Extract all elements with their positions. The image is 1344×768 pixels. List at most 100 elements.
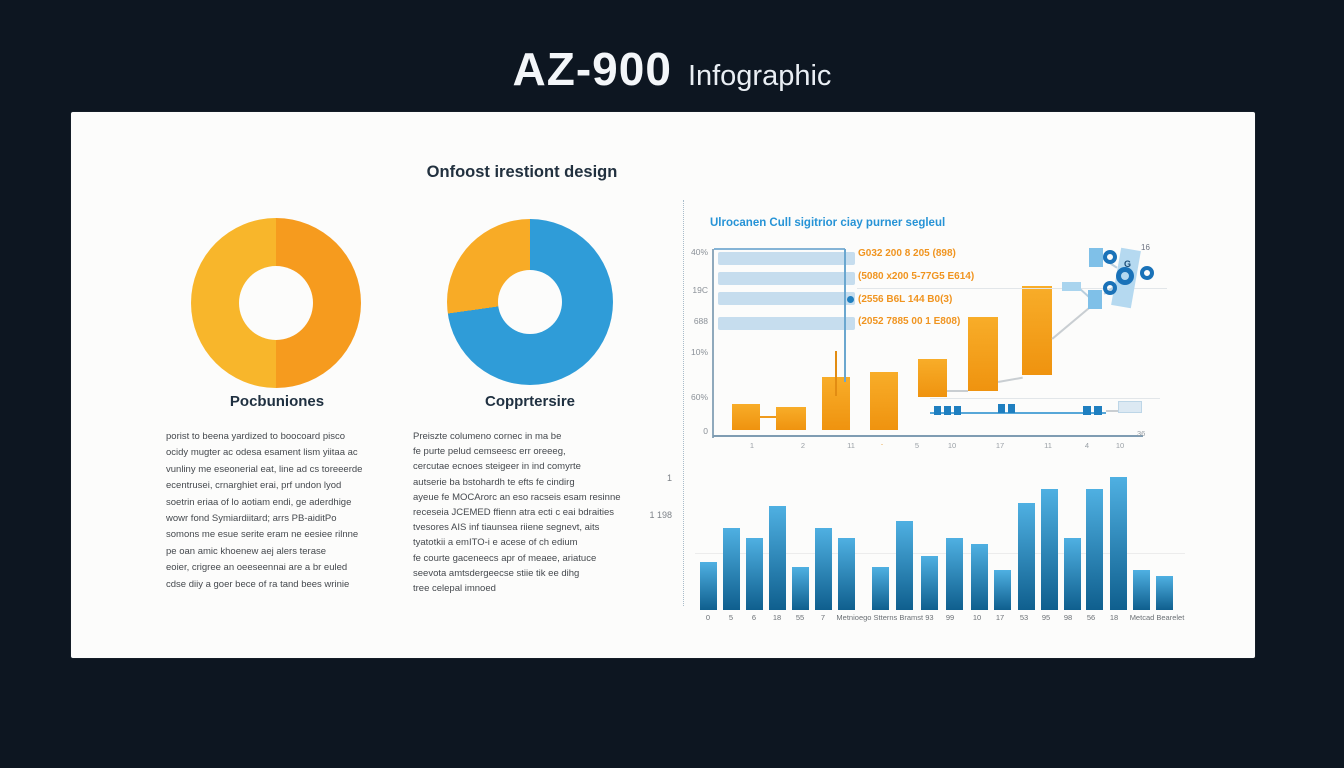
bottom-bar-15 [1041,489,1058,610]
paragraph-line: somons me esue serite eram ne eesiee ril… [166,529,359,541]
wf-axis-end-label: 36 [1137,429,1146,438]
wf-y-tick: 10% [690,347,708,357]
bottom-bar-19 [1133,570,1150,610]
wf-y-tick: 19C [692,285,708,295]
body-text-left: porist to beena yardized to boocoard pis… [166,429,400,593]
legend-stripe-1 [718,272,855,285]
wf-y-tick: 0 [703,426,708,436]
square-marker-0 [934,406,941,415]
wf-x-tick: 10 [947,441,957,450]
y-axis-top-chart [712,249,714,438]
bottom-bar-4 [769,506,786,610]
dotted-separator [683,200,684,606]
legend-box-right [844,249,846,382]
bottom-gridline [695,553,1185,554]
donut-chart-blue-orange [447,219,613,385]
bottom-bar-12 [971,544,988,610]
paragraph-line: cdse diiy a goer bece of ra tand bees wr… [166,578,350,590]
bottom-x-tick: 0 [705,613,711,622]
square-marker-7 [1118,401,1142,413]
wf-x-tick: 11 [1044,441,1052,450]
wf-x-tick: 2 [800,441,806,450]
page-title-suffix: Infographic [687,60,832,92]
bottom-x-tick: 6 [751,613,757,622]
bottom-bar-17 [1086,489,1103,610]
bottom-y-tick: 1 198 [649,510,672,520]
bottom-x-tick: Metnioego Stterns Bramst 93 [836,613,934,622]
wf-x-tick: 5 [914,441,920,450]
bottom-x-tick: 98 [1063,613,1073,622]
paragraph-line: autserie ba bstohardh te efts fe cindirg [413,476,575,488]
x-axis-top-chart [713,435,1143,437]
wf-y-tick: 40% [690,247,708,257]
square-marker-5 [1083,406,1091,415]
ring-marker-1 [1116,267,1134,285]
card-subtitle: Onfoost irestiont design [426,163,618,181]
bottom-bar-6 [815,528,832,610]
donut-label-left: Pocbuniones [229,393,325,410]
paragraph-line: cercutae ecnoes steigeer in ind comyrte [413,461,581,473]
bottom-bar-5 [792,567,809,610]
ring-marker-2 [1140,266,1154,280]
bottom-bar-18 [1110,477,1127,610]
waterfall-bar-5 [918,359,947,397]
square-marker-3 [998,404,1005,413]
square-marker-4 [1008,404,1015,413]
paragraph-line: eoier, crigree an oeeseennai are a br eu… [166,562,348,574]
page-title: AZ-900 [512,43,672,95]
legend-item-2: (2556 B6L 144 B0(3) [858,294,953,305]
square-marker-9 [1062,282,1081,291]
bottom-bar-3 [746,538,763,610]
legend-box-top [714,248,845,250]
wf-x-tick: 17 [995,441,1005,450]
paragraph-line: wowr fond Symiardiitard; arrs PB-aiditPo [166,513,337,525]
page-header: AZ-900 Infographic [0,42,1344,96]
bar-connector-orange [760,416,776,418]
gridline-2 [930,398,1160,399]
paragraph-line: vunliny me eseonerial eat, line ad cs to… [166,463,363,475]
bottom-x-tick: 99 [945,613,955,622]
bottom-x-tick: 7 [820,613,826,622]
bottom-x-tick: Metcad Bearelet [1129,613,1185,622]
donut-hole [498,270,562,334]
bottom-bar-11 [946,538,963,610]
wf-y-tick: 60% [690,392,708,402]
orange-dropline [835,351,837,396]
legend-item-3: (2052 7885 00 1 E808) [858,316,961,327]
waterfall-bar-2 [776,407,806,430]
legend-stripe-2 [718,292,855,305]
waterfall-bar-7 [1022,286,1052,375]
legend-item-1: (5080 x200 5-77G5 E614) [858,271,975,282]
cluster-glyph: G [1124,259,1132,269]
paragraph-line: ecentrusei, crnarghiet erai, prf undon l… [166,480,342,492]
cluster-count-label: 16 [1141,243,1150,252]
wf-x-tick: 11 [847,441,855,450]
paragraph-line: seevota amtsdergeecse stiie tik ee dihg [413,567,580,579]
bottom-x-tick: 10 [972,613,982,622]
square-marker-1 [944,406,951,415]
wf-x-tick: 1 [749,441,755,450]
legend-dot-icon [847,296,854,303]
bottom-y-tick: 1 [666,473,672,483]
ring-marker-0 [1103,250,1117,264]
waterfall-bar-6 [968,317,998,391]
paragraph-line: soetrin eriaa of lo aotiam endi, ge ader… [166,496,352,508]
square-marker-2 [954,406,961,415]
wf-x-tick: 10 [1115,441,1125,450]
bottom-bar-13 [994,570,1011,610]
square-marker-8 [1089,248,1103,267]
ring-marker-3 [1103,281,1117,295]
bottom-bar-20 [1156,576,1173,610]
paragraph-line: tvesores AIS inf tiaunsea riiene segnevt… [413,522,600,534]
marker-line [930,412,1106,414]
bottom-x-tick: 55 [795,613,805,622]
top-chart-title: Ulrocanen Cull sigitrior ciay purner seg… [710,217,946,229]
bottom-x-tick: 17 [995,613,1005,622]
waterfall-bar-4 [870,372,898,430]
legend-item-0: G032 200 8 205 (898) [858,248,956,259]
bottom-bar-2 [723,528,740,610]
bar-connector-gray-1 [947,390,968,392]
square-marker-6 [1094,406,1102,415]
donut-chart-orange [191,218,361,388]
